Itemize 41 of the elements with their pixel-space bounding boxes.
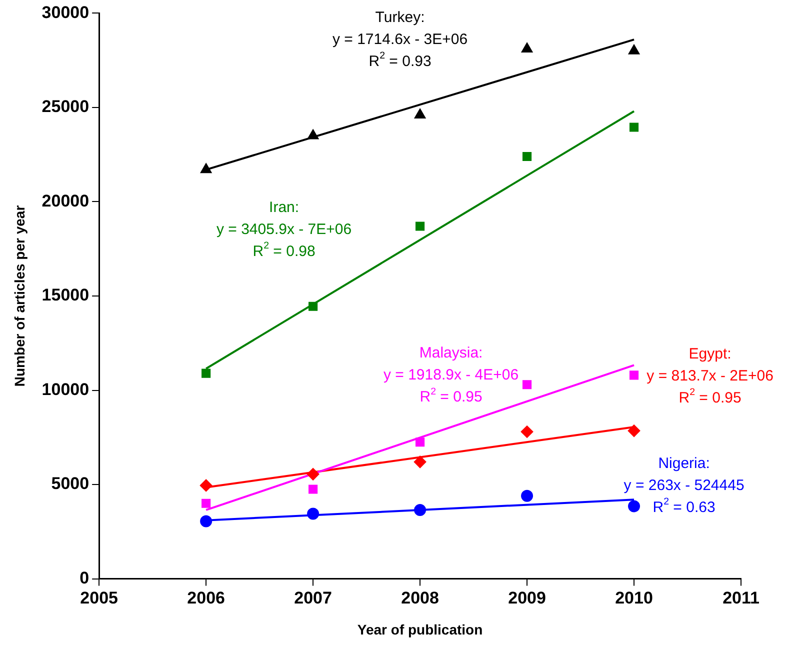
point xyxy=(308,302,318,311)
point xyxy=(416,222,425,231)
y-tick-label: 5000 xyxy=(51,474,90,494)
point xyxy=(414,504,426,516)
x-tick-label: 2005 xyxy=(80,588,118,608)
point xyxy=(629,122,639,132)
point xyxy=(414,456,426,468)
point xyxy=(629,370,639,380)
y-tick-label: 25000 xyxy=(42,97,90,116)
point xyxy=(416,438,425,447)
point xyxy=(200,164,212,174)
x-tick-label: 2011 xyxy=(722,588,760,608)
point xyxy=(522,152,532,162)
point xyxy=(522,43,532,53)
point xyxy=(521,426,534,438)
y-tick-label: 0 xyxy=(80,568,90,588)
y-axis-title: Number of articles per year xyxy=(11,204,28,387)
y-tick-label: 30000 xyxy=(42,2,90,22)
x-tick-label: 2006 xyxy=(187,588,225,608)
point xyxy=(414,109,426,119)
point xyxy=(628,424,640,437)
point xyxy=(200,479,212,492)
point xyxy=(308,130,318,140)
y-tick-label: 20000 xyxy=(42,191,90,210)
x-tick-label: 2010 xyxy=(615,588,653,608)
x-tick-label: 2007 xyxy=(294,588,332,608)
point xyxy=(307,508,320,520)
point xyxy=(202,498,211,508)
point xyxy=(307,468,320,480)
point xyxy=(200,515,212,528)
point xyxy=(628,44,640,54)
x-tick-label: 2009 xyxy=(508,588,546,608)
y-tick-label: 15000 xyxy=(42,286,90,305)
point xyxy=(308,484,318,494)
y-tick-label: 10000 xyxy=(42,380,90,399)
x-tick-label: 2008 xyxy=(401,588,439,608)
point xyxy=(202,368,211,378)
point xyxy=(522,380,532,390)
x-axis-title: Year of publication xyxy=(357,621,483,638)
point xyxy=(521,490,534,502)
point xyxy=(628,500,640,512)
